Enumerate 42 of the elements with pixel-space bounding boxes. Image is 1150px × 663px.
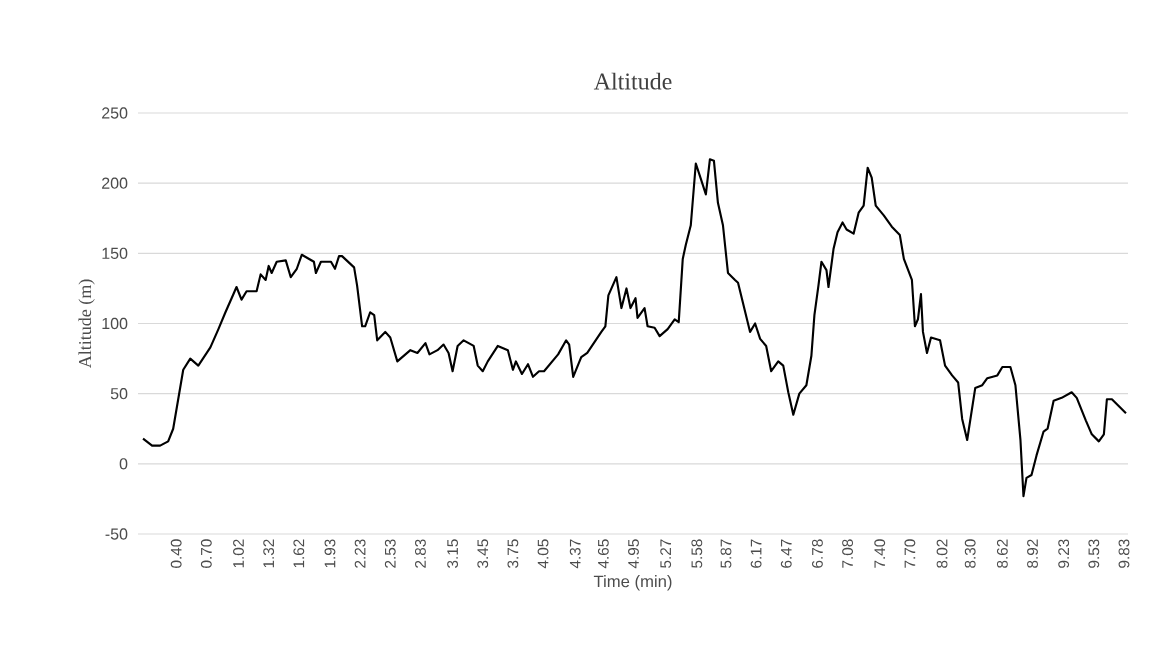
x-tick-label: 2.53 [384,539,396,568]
x-tick-label: 3.75 [507,539,519,568]
x-tick-label: 6.17 [750,539,762,568]
chart-title: Altitude [593,72,672,90]
x-tick-label: 6.78 [812,539,823,568]
y-tick-label: 100 [102,317,128,330]
x-tick-label: 2.23 [354,539,366,568]
x-axis-title: Time (min) [593,575,672,591]
x-tick-label: 0.70 [200,539,212,568]
x-tick-label: 8.02 [936,539,948,568]
x-tick-label: 8.30 [964,539,976,568]
y-tick-label: 50 [110,388,128,400]
x-tick-label: 5.87 [720,539,732,568]
x-tick-label: 0.40 [170,539,182,568]
x-tick-label: 1.93 [324,539,336,568]
x-tick-label: 3.15 [447,539,459,568]
x-tick-label: 1.32 [263,539,275,568]
x-tick-label: 9.23 [1058,539,1070,568]
x-tick-label: 1.62 [293,539,305,568]
x-tick-label: 4.37 [569,539,581,569]
y-tick-label: 250 [102,107,128,119]
x-tick-label: 7.08 [842,539,854,568]
x-tick-label: 8.62 [996,539,1008,568]
y-tick-label: 200 [102,177,128,189]
y-tick-label: 0 [119,458,128,470]
x-tick-label: 4.05 [537,539,549,569]
x-tick-label: 5.27 [660,539,672,568]
x-tick-label: 4.65 [597,539,609,569]
x-tick-label: 9.53 [1088,539,1100,568]
y-axis-title: Altitude (m) [78,279,95,369]
x-tick-label: 1.02 [233,539,244,568]
x-tick-label: 8.92 [1027,539,1038,568]
x-tick-label: 7.70 [904,539,916,568]
y-tick-label: 150 [102,247,128,259]
x-tick-label: 6.47 [780,539,792,568]
x-tick-label: 4.95 [628,539,639,569]
x-tick-label: 3.45 [477,539,489,568]
x-tick-label: 9.83 [1118,539,1130,568]
y-tick-label: -50 [105,528,128,540]
x-tick-label: 5.58 [691,539,703,568]
x-tick-label: 2.83 [415,539,426,568]
x-tick-label: 7.40 [874,539,886,568]
